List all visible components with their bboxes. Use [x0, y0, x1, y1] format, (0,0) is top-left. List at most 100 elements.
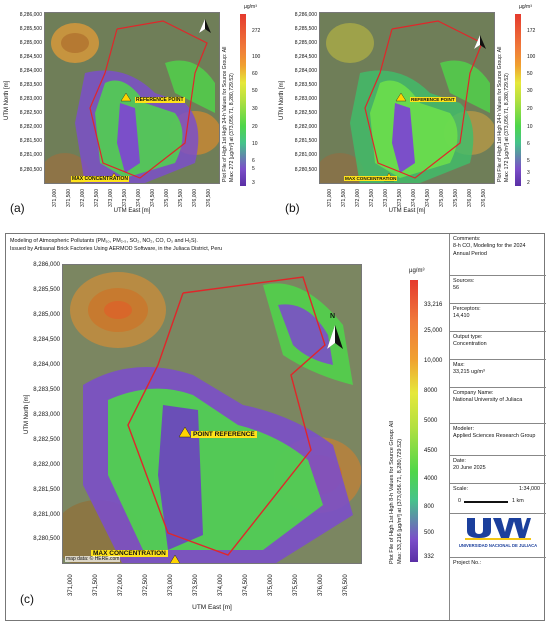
panel-a-units: µg/m³ — [244, 4, 257, 10]
panel-b-colorbar — [515, 14, 521, 186]
panel-b-max-label: MAX CONCENTRATION — [344, 176, 398, 181]
cbar-tick: 60 — [252, 71, 258, 77]
xtick: 372,500 — [94, 188, 100, 207]
ytick: 8,284,500 — [294, 54, 317, 60]
ytick: 8,285,500 — [294, 26, 317, 32]
ytick: 8,283,000 — [294, 96, 317, 102]
cbar-tick: 33,216 — [424, 302, 443, 308]
cbar-tick: 5 — [527, 158, 530, 164]
panel-a-letter: (a) — [10, 201, 25, 215]
xtick: 372,500 — [143, 574, 149, 596]
cbar-tick: 30 — [527, 88, 533, 94]
panel-c-map: N POINT REFERENCE MAX CONCENTRATION map … — [62, 264, 362, 564]
xtick: 375,000 — [164, 188, 170, 207]
cbar-tick: 3 — [252, 180, 255, 186]
scale-cell: Scale: 1:34,000 0 1 km — [450, 484, 546, 514]
ytick: 8,284,000 — [294, 68, 317, 74]
output-value: Concentration — [453, 341, 487, 348]
panel-c-yticks: 8,286,000 8,285,500 8,285,000 8,284,500 … — [26, 262, 60, 562]
ytick: 8,285,000 — [19, 40, 42, 46]
xtick: 371,000 — [327, 188, 333, 207]
xtick: 373,000 — [108, 188, 114, 207]
cbar-tick: 272 — [252, 28, 261, 34]
panel-a-ref-label: REFERENCE POINT — [135, 97, 185, 103]
panel-a-colorbar — [240, 14, 246, 186]
ytick: 8,286,000 — [33, 262, 60, 268]
info-sidebar: Comments: 8-h CO, Modeling for the 2024 … — [449, 234, 546, 620]
ytick: 8,284,500 — [33, 337, 60, 343]
panel-c-xticks: 371,000 371,500 372,000 372,500 373,000 … — [62, 566, 362, 598]
date-value: 20 June 2025 — [453, 465, 486, 472]
map-credit: map data: © HERE.com — [65, 556, 121, 562]
cbar-tick: 5 — [252, 166, 255, 172]
ytick: 8,283,500 — [33, 387, 60, 393]
modeler-label: Modeler: — [453, 426, 474, 432]
receptors-label: Perceptors: — [453, 306, 481, 312]
ytick: 8,283,500 — [19, 82, 42, 88]
cbar-tick: 10,000 — [424, 358, 443, 364]
ytick: 8,282,500 — [294, 110, 317, 116]
ytick: 8,280,500 — [33, 536, 60, 542]
max-value: 33,215 ug/m³ — [453, 369, 485, 376]
ytick: 8,284,500 — [19, 54, 42, 60]
date-cell: Date: 20 June 2025 — [450, 456, 546, 484]
comments-label: Comments: — [453, 236, 481, 242]
cbar-tick: 6 — [252, 158, 255, 164]
panel-b-letter: (b) — [285, 201, 300, 215]
panel-b-units: µg/m³ — [519, 4, 532, 10]
scalebar-end: 1 km — [512, 498, 524, 504]
xtick: 374,500 — [425, 188, 431, 207]
xtick: 376,500 — [343, 574, 349, 596]
cbar-tick: 5000 — [424, 418, 438, 424]
ytick: 8,286,000 — [19, 12, 42, 18]
project-label: Project No.: — [453, 560, 482, 566]
receptors-value: 14,410 — [453, 313, 470, 320]
max-label: Max: — [453, 362, 465, 368]
ytick: 8,285,500 — [33, 287, 60, 293]
university-logo-icon — [465, 518, 531, 540]
xtick: 371,500 — [93, 574, 99, 596]
xtick: 373,500 — [193, 574, 199, 596]
logo-text: UNIVERSIDAD NACIONAL DE JULIACA — [458, 543, 538, 549]
panel-c-ref-label: POINT REFERENCE — [191, 431, 257, 438]
xtick: 371,500 — [341, 188, 347, 207]
cbar-tick: 500 — [424, 530, 435, 536]
ytick: 8,280,500 — [19, 167, 42, 173]
xtick: 373,500 — [397, 188, 403, 207]
project-cell: Project No.: — [450, 558, 546, 586]
cbar-tick: 332 — [424, 554, 435, 560]
panel-b-map: REFERENCE POINT MAX CONCENTRATION — [319, 12, 495, 184]
logo-cell: UNIVERSIDAD NACIONAL DE JULIACA — [450, 514, 546, 558]
ytick: 8,281,500 — [33, 487, 60, 493]
cbar-tick: 800 — [424, 504, 435, 510]
max-cell: Max: 33,215 ug/m³ — [450, 360, 546, 388]
xtick: 374,500 — [243, 574, 249, 596]
company-label: Company Name: — [453, 390, 494, 396]
side-text-line: Plot File of High 1st High 24-h Values f… — [222, 46, 228, 182]
ytick: 8,286,000 — [294, 12, 317, 18]
modeler-value: Applied Sciences Research Group — [453, 433, 536, 440]
panel-c-map-svg — [63, 265, 361, 563]
panel-c-letter: (c) — [20, 592, 34, 606]
title-line: Issued by Artisanal Brick Factories Usin… — [10, 245, 223, 252]
panel-c-xlabel: UTM East [m] — [192, 604, 232, 611]
ytick: 8,283,000 — [19, 96, 42, 102]
xtick: 372,000 — [80, 188, 86, 207]
xtick: 371,500 — [66, 188, 72, 207]
side-text-line: Plot File of High 1st High 24-h Values f… — [497, 46, 503, 182]
side-text-line: Max: 172 [µg/m³] at (373,056.71, 8,280,7… — [504, 73, 510, 182]
panel-a-map-svg — [45, 13, 219, 183]
cbar-tick: 20 — [527, 106, 533, 112]
cbar-tick: 10 — [252, 141, 258, 147]
ytick: 8,282,000 — [294, 124, 317, 130]
cbar-tick: 20 — [252, 124, 258, 130]
receptors-cell: Perceptors: 14,410 — [450, 304, 546, 332]
panel-c-title: Modeling of Atmospheric Pollutants (PM₁₀… — [10, 238, 440, 254]
ytick: 8,284,000 — [19, 68, 42, 74]
ytick: 8,282,000 — [33, 462, 60, 468]
xtick: 372,000 — [355, 188, 361, 207]
cbar-tick: 10 — [527, 124, 533, 130]
ytick: 8,281,500 — [294, 138, 317, 144]
cbar-tick: 50 — [527, 71, 533, 77]
xtick: 376,500 — [481, 188, 487, 207]
